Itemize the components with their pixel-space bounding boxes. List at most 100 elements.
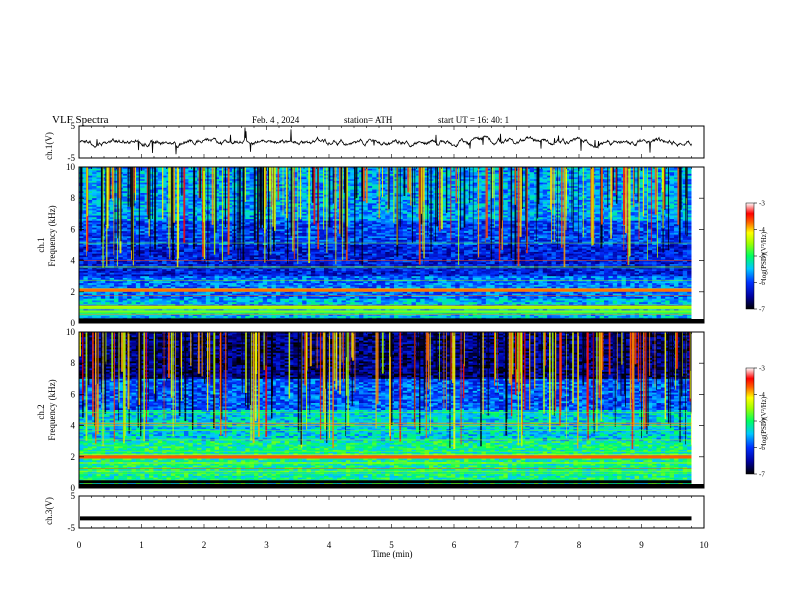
ch1-spectrogram-cell: [543, 214, 548, 216]
ch1-spectrogram-cell: [595, 209, 600, 211]
ch1-spectrogram-cell: [503, 226, 508, 228]
ch1-spectrogram-cell: [97, 217, 102, 219]
ch1-spectrogram-cell: [687, 198, 692, 200]
ch1-spectrogram-cell: [403, 205, 408, 207]
ch1-spectrogram-cell: [88, 176, 93, 178]
ch1-spectrogram-cell: [595, 190, 600, 192]
ch1-spectrogram-cell: [552, 219, 557, 221]
ch1-spectrogram-cell: [276, 200, 281, 202]
ch1-spectrogram-cell: [477, 226, 482, 228]
ch1-spectrogram-cell: [302, 226, 307, 228]
ch1-spectrogram-cell: [372, 203, 377, 205]
ch1-spectrogram-cell: [425, 210, 430, 212]
ch1-spectrogram-cell: [552, 176, 557, 178]
ch1-spectrogram-cell: [530, 224, 535, 226]
ch1-spectrogram-cell: [92, 200, 97, 202]
ch1-spectrogram-cell: [543, 217, 548, 219]
ch1-spectrogram-cell: [617, 203, 622, 205]
ch1-spectrogram-cell: [245, 216, 250, 218]
ch1-spectrogram-cell: [250, 217, 255, 219]
ch1-spectrogram-cell: [123, 200, 128, 202]
ch1-spectrogram-cell: [398, 172, 403, 174]
ch1-spectrogram-cell: [245, 224, 250, 226]
ch1-spectrogram-cell: [280, 224, 285, 226]
ch1-spectrogram-cell: [250, 214, 255, 216]
ch1-spectrogram-cell: [97, 222, 102, 224]
ch1-spectrogram-cell: [687, 177, 692, 179]
ch1-spectrogram-cell: [280, 172, 285, 174]
ch1-spectrogram-cell: [687, 222, 692, 224]
ch1-spectrogram-cell: [88, 172, 93, 174]
ch1-spectrogram-cell: [587, 195, 592, 197]
ch1-spectrogram-cell: [158, 176, 163, 178]
ch1-spectrogram-cell: [368, 222, 373, 224]
ch1-spectrogram-cell: [495, 195, 500, 197]
ch1-spectrogram-cell: [573, 170, 578, 172]
ch1-spectrogram-cell: [403, 203, 408, 205]
ch1-spectrogram-cell: [245, 226, 250, 228]
ch1-spectrogram-cell: [398, 186, 403, 188]
ch1-spectrogram-cell: [538, 214, 543, 216]
ch1-spectrogram-cell: [503, 191, 508, 193]
ch1-spectrogram-cell: [530, 179, 535, 181]
ch1-spectrogram-cell: [398, 207, 403, 209]
ch1-spectrogram-cell: [530, 207, 535, 209]
ch1-spectrogram-cell: [368, 216, 373, 218]
ch1-spectrogram-cell: [547, 226, 552, 228]
ch1-spectrogram-cell: [407, 219, 412, 221]
ch1-spectrogram-cell: [368, 193, 373, 195]
ch1-spectrogram-cell: [477, 170, 482, 172]
ch1-spectrogram-cell: [573, 221, 578, 223]
ch1-spectrogram-cell: [250, 205, 255, 207]
ch1-spectrogram-cell: [158, 224, 163, 226]
ch1-spectrogram-cell: [140, 214, 145, 216]
ch1-spectrogram-cell: [547, 224, 552, 226]
ch1-spectrogram-cell: [280, 198, 285, 200]
ch1-spectrogram-cell: [403, 200, 408, 202]
ch1-spectrogram-cell: [276, 216, 281, 218]
ch1-spectrogram-cell: [687, 195, 692, 197]
ch1-spectrogram-cell: [188, 172, 193, 174]
ch1-spectrogram-cell: [670, 214, 675, 216]
ch1-spectrogram-cell: [276, 203, 281, 205]
ch1-spectrogram-cell: [630, 202, 635, 204]
ch1-spectrogram-cell: [573, 212, 578, 214]
ch1-spectrogram-cell: [530, 177, 535, 179]
ch1-spectrogram-cell: [552, 205, 557, 207]
ch1-spectrogram-cell: [670, 209, 675, 211]
ch1-spectrogram-cell: [587, 207, 592, 209]
ch1-spectrogram-cell: [587, 216, 592, 218]
ch1-spectrogram-cell: [140, 188, 145, 190]
ch1-spectrogram-cell: [88, 209, 93, 211]
ch1-spectrogram-cell: [158, 219, 163, 221]
ch1-spectrogram-cell: [495, 198, 500, 200]
ch1-spectrogram-cell: [250, 216, 255, 218]
ch1-spectrogram-cell: [377, 224, 382, 226]
ch1-spectrogram-cell: [552, 174, 557, 176]
ch1-spectrogram-cell: [88, 200, 93, 202]
ch1-spectrogram-cell: [372, 214, 377, 216]
ch1-spectrogram-cell: [665, 174, 670, 176]
ch1-spectrogram-cell: [595, 221, 600, 223]
ch1-spectrogram-cell: [565, 214, 570, 216]
ch1-spectrogram-cell: [140, 176, 145, 178]
ch1-spectrogram-cell: [385, 217, 390, 219]
ch1-spectrogram-cell: [425, 179, 430, 181]
ch1-spectrogram-cell: [468, 203, 473, 205]
ch1-spectrogram-cell: [381, 226, 386, 228]
ch1-spectrogram-cell: [468, 200, 473, 202]
ch1-spectrogram-cell: [573, 198, 578, 200]
ch1-spectrogram-cell: [381, 188, 386, 190]
ch1-spectrogram-cell: [197, 205, 202, 207]
ch1-spectrogram-cell: [302, 205, 307, 207]
ch1-spectrogram-cell: [359, 209, 364, 211]
ch1-spectrogram-cell: [250, 198, 255, 200]
ch1-spectrogram-cell: [573, 190, 578, 192]
ch1-spectrogram-cell: [398, 196, 403, 198]
ch1-spectrogram-cell: [97, 210, 102, 212]
ch1-spectrogram-cell: [368, 205, 373, 207]
ch1-spectrogram-cell: [425, 202, 430, 204]
ch1-spectrogram-cell: [495, 217, 500, 219]
ch1-spectrogram-cell: [495, 190, 500, 192]
ch1-spectrogram-cell: [403, 222, 408, 224]
